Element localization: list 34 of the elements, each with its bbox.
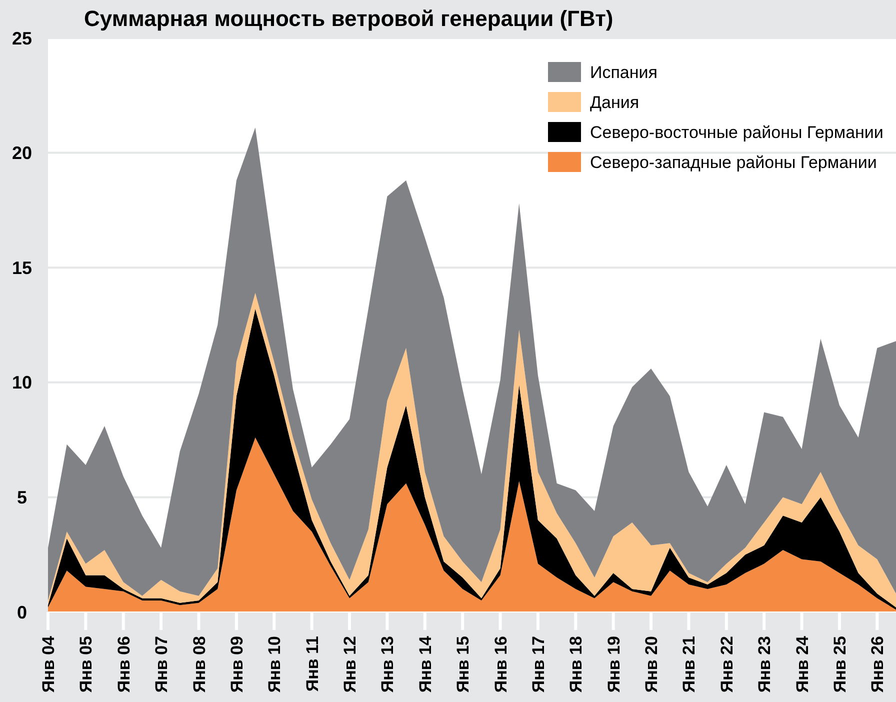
x-tick-label: Янв 05	[76, 636, 96, 693]
x-tick-label: Янв 13	[378, 636, 398, 693]
y-tick-label: 20	[12, 143, 32, 164]
x-tick-label: Янв 25	[830, 636, 850, 693]
y-tick-label: 15	[12, 258, 32, 278]
legend-label: Дания	[590, 92, 640, 112]
x-tick-label: Янв 18	[566, 636, 586, 693]
x-tick-label: Янв 17	[528, 636, 548, 693]
x-tick-label: Янв 19	[604, 636, 624, 693]
legend-label: Северо-западные районы Германии	[590, 152, 877, 172]
x-tick-label: Янв 08	[190, 636, 209, 693]
legend-label: Испания	[590, 62, 658, 82]
legend-label: Северо-восточные районы Германии	[590, 122, 884, 142]
y-tick-label: 10	[12, 372, 32, 393]
x-tick-label: Янв 06	[114, 636, 134, 693]
y-tick-label: 0	[16, 602, 28, 622]
chart-title: Суммарная мощность ветровой генерации (ГВт)	[84, 6, 614, 31]
x-tick-label: Янв 12	[340, 636, 360, 693]
x-tick-label: Янв 22	[717, 636, 736, 693]
x-tick-label: Янв 10	[265, 636, 284, 693]
y-tick-label: 5	[16, 488, 28, 508]
x-tick-label: Янв 24	[792, 635, 812, 693]
x-tick-label: Янв 14	[416, 635, 435, 693]
x-tick-label: Янв 07	[152, 636, 172, 693]
x-tick-label: Янв 11	[302, 636, 322, 692]
x-tick-label: Янв 04	[39, 635, 58, 693]
x-tick-label: Янв 21	[680, 636, 699, 693]
x-tick-label: Янв 15	[454, 636, 473, 693]
x-tick-label: Янв 23	[755, 636, 774, 693]
x-tick-label: Янв 26	[868, 636, 888, 693]
y-tick-label: 25	[12, 28, 32, 48]
x-tick-label: Янв 09	[227, 636, 246, 693]
x-tick-label: Янв 16	[491, 636, 510, 693]
x-tick-label: Янв 20	[642, 636, 662, 693]
